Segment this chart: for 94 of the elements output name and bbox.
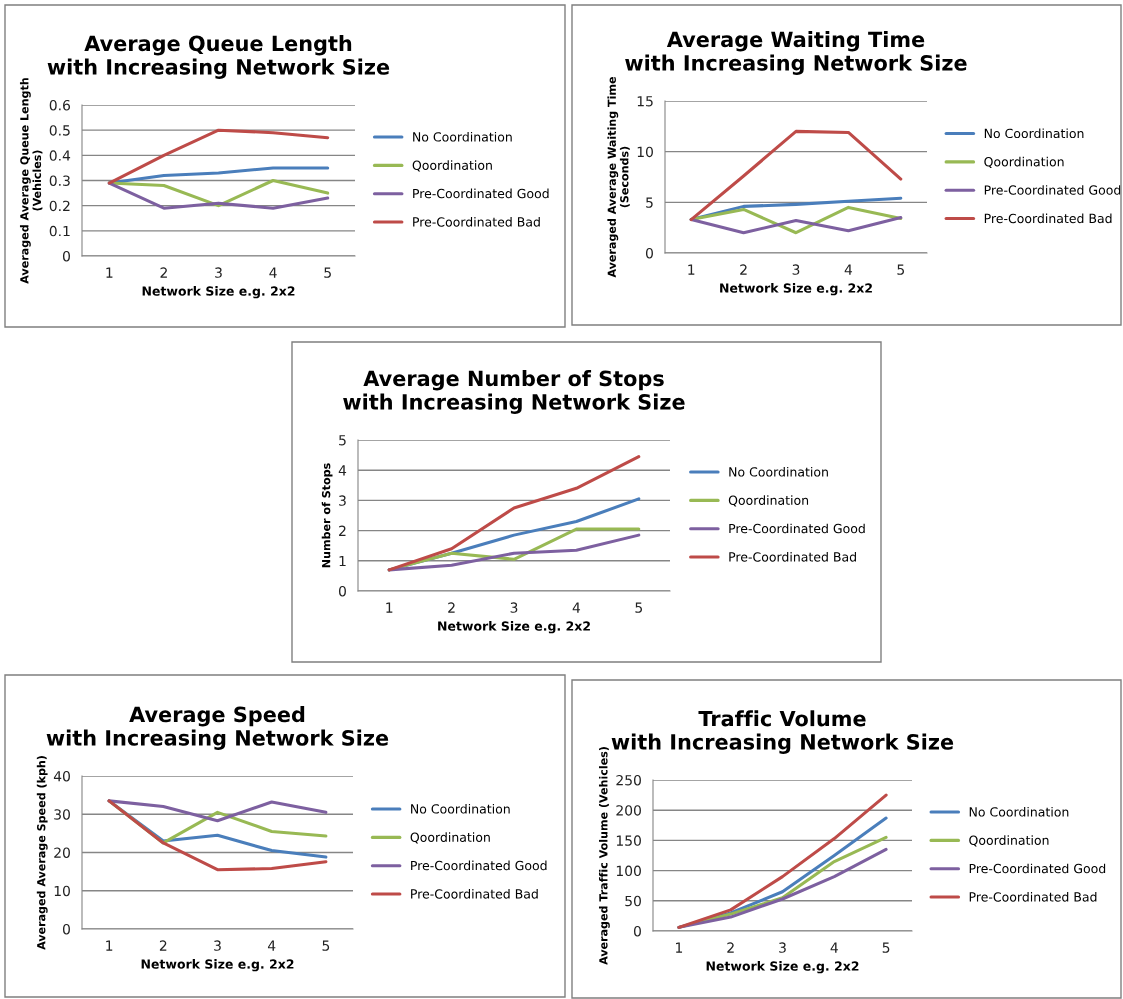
y-axis-title: Averaged Average Waiting Time (Seconds) [607,77,630,278]
x-tick-label: 3 [792,264,800,275]
y-tick-label: 50 [625,895,641,907]
x-tick-label: 4 [844,264,853,275]
x-tick-label: 5 [882,942,890,953]
x-tick-label: 2 [740,264,747,275]
x-axis-title: Network Size e.g. 2x2 [720,283,872,296]
x-tick-label: 4 [267,940,276,951]
legend-label: Qoordination [412,160,492,172]
chart-title: Average Speed with Increasing Network Size [46,706,389,750]
chart-title: Traffic Volume with Increasing Network Size [611,710,954,754]
x-tick-label: 3 [510,602,518,613]
legend-label: Pre-Coordinated Good [984,185,1121,195]
legend-label: Qoordination [984,156,1064,168]
x-tick-label: 2 [727,942,734,953]
y-tick-label: 1 [339,555,346,567]
legend-label: Pre-Coordinated Good [413,188,549,199]
x-tick-label: 1 [386,602,393,613]
x-tick-label: 4 [830,942,838,953]
x-axis-title: Network Size e.g. 2x2 [141,959,294,972]
legend-label: Pre-Coordinated Bad [984,213,1112,224]
legend-label: Pre-Coordinated Good [729,523,865,534]
y-tick-label: 0.4 [49,150,71,161]
x-tick-label: 1 [676,942,683,953]
legend-label: No Coordination [413,131,512,142]
legend-label: Pre-Coordinated Bad [413,216,540,227]
legend-label: No Coordination [969,806,1069,817]
y-tick-label: 150 [616,835,641,846]
y-tick-label: 4 [338,465,347,476]
legend-label: No Coordination [984,128,1084,139]
y-axis-title: Averaged Average Speed (kph) [36,756,48,950]
x-tick-label: 3 [779,942,786,953]
line-series [689,129,903,222]
y-tick-label: 0 [62,250,70,262]
y-tick-label: 0.5 [49,125,70,136]
y-tick-label: 30 [54,809,70,820]
x-axis-title: Network Size e.g. 2x2 [706,961,859,974]
x-axis-title: Network Size e.g. 2x2 [438,621,590,634]
y-tick-label: 250 [616,774,641,786]
y-tick-label: 3 [339,495,346,506]
x-tick-label: 2 [448,602,455,613]
legend-label: Pre-Coordinated Good [411,860,547,871]
legend-label: Pre-Coordinated Good [969,863,1106,874]
y-tick-label: 5 [339,435,346,446]
legend-label: Pre-Coordinated Bad [729,551,856,562]
y-tick-label: 0.3 [49,175,70,186]
y-tick-label: 15 [637,96,653,107]
x-tick-label: 4 [269,267,277,278]
y-tick-label: 0 [338,585,346,597]
x-tick-label: 2 [160,267,167,278]
line-series [107,799,328,823]
y-tick-label: 0 [645,247,653,259]
legend-label: Qoordination [728,495,809,507]
y-tick-label: 10 [54,885,70,897]
y-tick-label: 0.6 [49,99,71,111]
y-tick-label: 10 [637,146,653,158]
x-tick-label: 5 [324,267,331,278]
line-series [387,455,641,572]
line-series [689,216,903,235]
y-tick-label: 2 [339,525,346,536]
legend-label: No Coordination [411,803,510,814]
legend-label: No Coordination [729,466,828,477]
legend-label: Qoordination [969,835,1049,847]
x-tick-label: 4 [572,602,581,613]
x-axis-title: Network Size e.g. 2x2 [142,286,295,299]
x-tick-label: 3 [214,940,221,951]
legend-label: Pre-Coordinated Bad [411,888,538,899]
y-tick-label: 100 [616,865,641,877]
y-tick-label: 5 [646,197,653,208]
y-tick-label: 0.2 [49,200,70,212]
y-axis-title: Averaged Average Queue Length (Vehicles) [19,78,43,284]
line-series [107,128,330,185]
x-tick-label: 5 [322,940,330,951]
x-tick-label: 2 [159,940,167,951]
chart-title: Average Waiting Time with Increasing Network Size [625,31,967,75]
chart-title: Average Queue Length with Increasing Network Size [47,35,390,79]
y-tick-label: 0 [62,923,70,935]
x-tick-label: 5 [897,264,905,275]
line-series [107,799,328,872]
y-tick-label: 200 [616,805,641,816]
x-tick-label: 1 [688,264,695,275]
x-tick-label: 3 [215,267,222,278]
chart-title: Average Number of Stops with Increasing Network Size [343,370,685,414]
x-tick-label: 1 [106,267,113,278]
y-tick-label: 0 [633,925,641,937]
legend-label: Pre-Coordinated Bad [969,891,1097,902]
line-series [677,793,888,929]
x-tick-label: 1 [106,940,113,951]
y-tick-label: 20 [54,847,70,858]
y-axis-title: Averaged Traffic Volume (Vehicles) [598,747,610,965]
y-tick-label: 0.1 [49,225,70,237]
y-tick-label: 40 [53,770,70,782]
y-axis-title: Number of Stops [321,463,333,568]
legend-label: Qoordination [410,832,490,844]
